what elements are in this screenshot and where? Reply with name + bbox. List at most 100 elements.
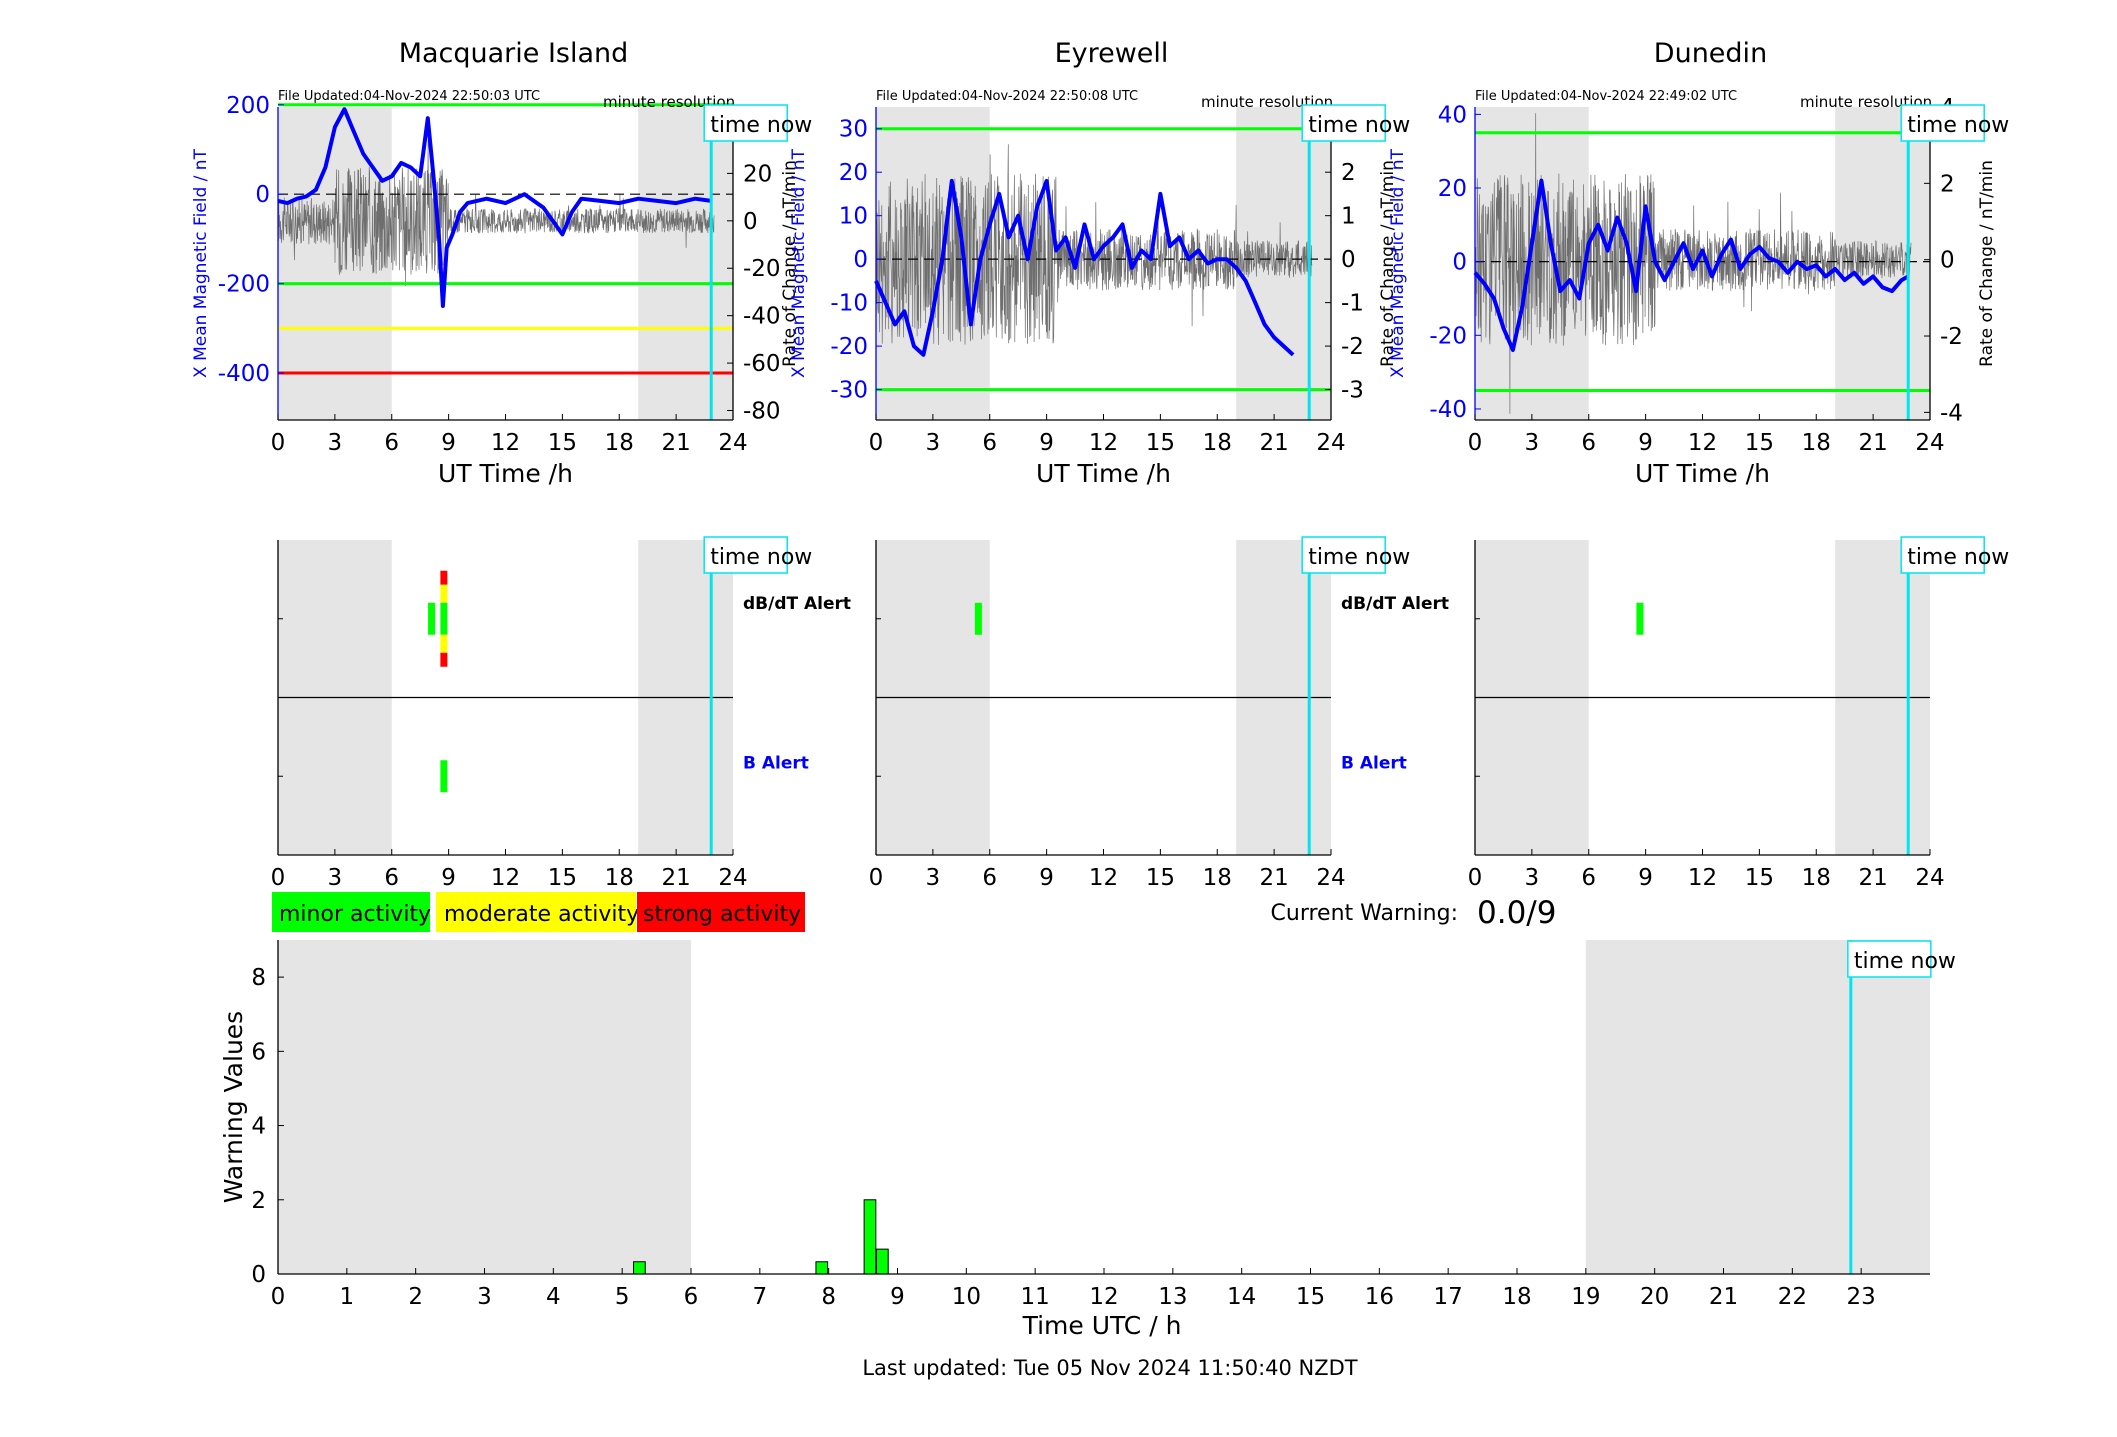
row-label-dbdt: dB/dT Alert (1341, 594, 1449, 614)
time-now-marker: time now (1900, 104, 2009, 142)
y2-tick-label: -3 (1341, 378, 1364, 404)
legend-label-moderate: moderate activity (444, 902, 639, 927)
legend-swatch-strong (637, 892, 805, 932)
y-tick-label: 20 (839, 160, 868, 186)
time-now-box (703, 536, 788, 574)
x-tick-label: 12 (1089, 430, 1118, 456)
x-tick-label: 19 (1571, 1284, 1600, 1310)
x-tick-label: 12 (1089, 1284, 1118, 1310)
x-tick-label: 21 (1259, 865, 1288, 891)
x-tick-label: 3 (328, 430, 343, 456)
magnetic-field-line (874, 178, 1295, 357)
x-tick-label: 7 (753, 1284, 768, 1310)
night-shading (1236, 107, 1331, 420)
time-now-box (703, 104, 788, 142)
night-shading (278, 940, 691, 1274)
y2-tick-label: -4 (1940, 400, 1963, 426)
x-tick-label: 21 (1858, 430, 1887, 456)
time-now-marker: time now (703, 536, 812, 574)
y2-tick-label: 0 (1940, 248, 1955, 274)
y-tick-label: 40 (1438, 102, 1467, 128)
x-axis-label: Time UTC / h (1022, 1311, 1182, 1340)
x-tick-label: 0 (869, 865, 884, 891)
x-tick-label: 12 (491, 865, 520, 891)
row-label-b: B Alert (1341, 753, 1407, 773)
x-tick-label: 12 (1089, 865, 1118, 891)
rate-of-change-trace (277, 139, 715, 287)
warning-bar (863, 1199, 877, 1275)
file-updated: File Updated:04-Nov-2024 22:50:08 UTC (876, 89, 1138, 104)
alert-mark (440, 602, 448, 635)
time-now-marker: time now (1301, 104, 1410, 142)
x-tick-label: 18 (1203, 865, 1232, 891)
x-tick-label: 24 (1316, 430, 1345, 456)
x-tick-label: 9 (441, 865, 456, 891)
y-tick-label: 20 (1438, 176, 1467, 202)
x-tick-label: 3 (926, 865, 941, 891)
alert-mark (440, 570, 448, 585)
resolution-label: minute resolution (603, 93, 735, 111)
x-tick-label: 16 (1365, 1284, 1394, 1310)
rate-of-change-trace (1474, 113, 1912, 414)
y-tick-label: 0 (255, 182, 270, 208)
alert-mark (440, 634, 448, 653)
panel-title: Eyrewell (1055, 38, 1169, 69)
x-tick-label: 18 (1502, 1284, 1531, 1310)
x-tick-label: 0 (1468, 430, 1483, 456)
panel-title: Macquarie Island (399, 38, 629, 69)
x-tick-label: 3 (1525, 865, 1540, 891)
y2-tick-label: 0 (1341, 247, 1356, 273)
y-axis-label-left: X Mean Magnetic Field / nT (789, 148, 809, 378)
time-now-label: time now (1854, 949, 1956, 974)
y-axis-label: Warning Values (219, 1011, 248, 1203)
x-tick-label: 0 (869, 430, 884, 456)
x-tick-label: 3 (328, 865, 343, 891)
x-tick-label: 12 (491, 430, 520, 456)
x-tick-label: 15 (1296, 1284, 1325, 1310)
x-tick-label: 9 (1638, 865, 1653, 891)
x-tick-label: 3 (1525, 430, 1540, 456)
x-tick-label: 15 (1745, 430, 1774, 456)
y2-tick-label: -40 (743, 304, 781, 330)
x-tick-label: 9 (890, 1284, 905, 1310)
last-updated: Last updated: Tue 05 Nov 2024 11:50:40 N… (862, 1356, 1357, 1380)
resolution-label: minute resolution (1800, 93, 1932, 111)
magnetic-field-line (277, 107, 712, 308)
x-tick-label: 11 (1021, 1284, 1050, 1310)
y2-tick-label: -60 (743, 351, 781, 377)
panel-title: Dunedin (1654, 38, 1767, 69)
magnetometer-panel-1: 0 3 6 9 12 15 18 21 24-400-2000200-80-60-40-2002… (191, 38, 800, 488)
x-tick-label: 6 (684, 1284, 699, 1310)
y2-tick-label: 2 (1940, 171, 1955, 197)
x-tick-label: 3 (926, 430, 941, 456)
x-tick-label: 6 (384, 430, 399, 456)
x-tick-label: 13 (1158, 1284, 1187, 1310)
y-tick-label: 200 (226, 93, 270, 119)
x-tick-label: 18 (1203, 430, 1232, 456)
alert-mark (440, 652, 448, 667)
y-tick-label: -20 (830, 334, 868, 360)
x-tick-label: 24 (1316, 865, 1345, 891)
legend-label-minor: minor activity (279, 902, 431, 927)
x-tick-label: 2 (408, 1284, 423, 1310)
legend-swatch-moderate (436, 892, 636, 932)
y-axis-label-right: Rate of Change / nT/min (1378, 160, 1398, 367)
warning-bar (633, 1261, 646, 1275)
warning-bar (815, 1261, 829, 1275)
night-shading (638, 107, 733, 420)
y2-tick-label: -1 (1341, 291, 1364, 317)
y2-tick-label: 0 (743, 209, 758, 235)
x-axis-label: UT Time /h (1635, 459, 1770, 488)
x-tick-label: 15 (1745, 865, 1774, 891)
x-tick-label: 21 (1259, 430, 1288, 456)
x-tick-label: 21 (661, 865, 690, 891)
x-tick-label: 20 (1640, 1284, 1669, 1310)
x-tick-label: 0 (271, 1284, 286, 1310)
x-tick-label: 18 (605, 865, 634, 891)
y-tick-label: -400 (218, 361, 270, 387)
y-tick-label: -40 (1429, 397, 1467, 423)
y2-tick-label: -2 (1341, 334, 1364, 360)
resolution-label: minute resolution (1201, 93, 1333, 111)
row-label-dbdt: dB/dT Alert (743, 594, 851, 614)
